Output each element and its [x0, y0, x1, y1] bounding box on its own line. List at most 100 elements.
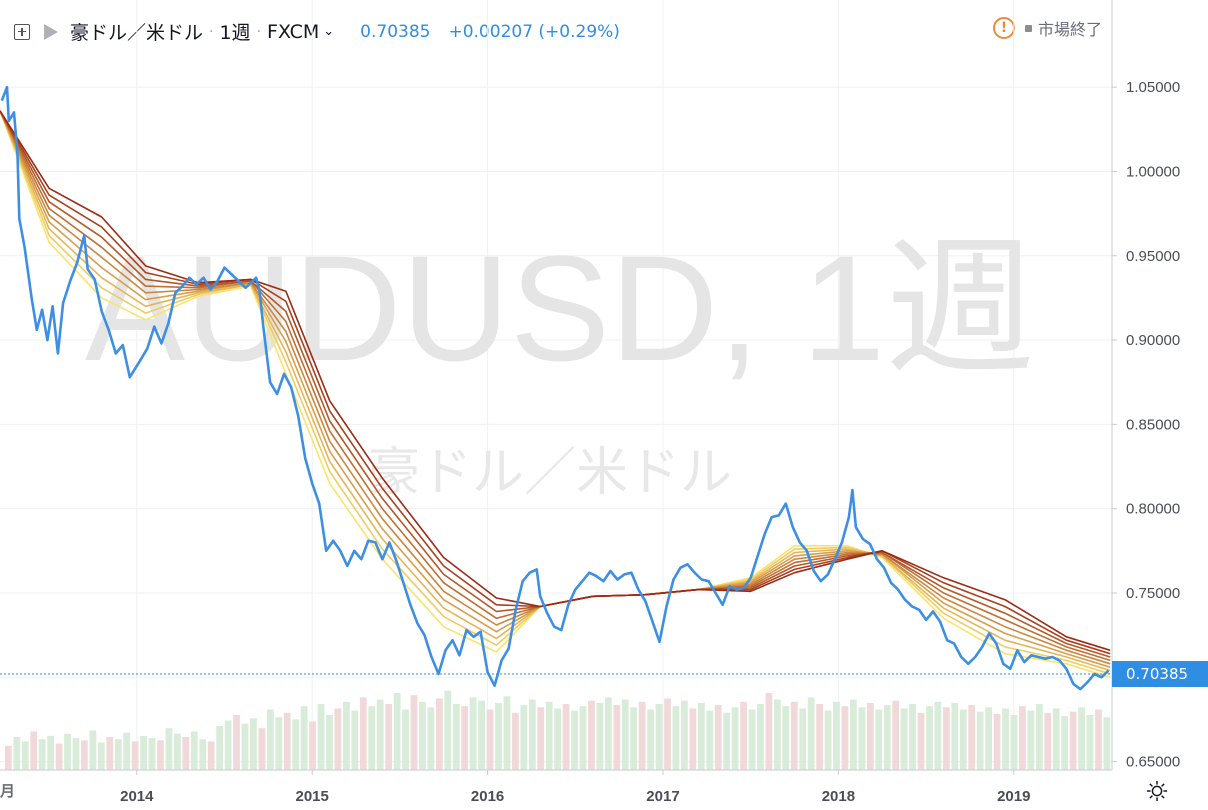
volume-bar: [427, 707, 435, 770]
volume-bar: [250, 718, 257, 770]
volume-bar: [21, 741, 29, 770]
volume-bar: [1019, 706, 1026, 770]
volume-bar: [942, 707, 950, 770]
volume-bar: [951, 702, 959, 770]
volume-bar: [368, 706, 376, 770]
chevron-down-icon[interactable]: ⌄: [323, 24, 335, 39]
gear-icon[interactable]: [1146, 780, 1168, 802]
volume-bar: [833, 701, 840, 770]
watermark-symbol: AUDUSD, 1週: [85, 224, 1035, 392]
volume-bar: [883, 705, 891, 770]
volume-bar: [1027, 710, 1035, 770]
flag-icon[interactable]: [44, 23, 58, 40]
volume-bar: [13, 737, 21, 770]
volume-bar: [554, 708, 562, 770]
market-status-label: 市場終了: [1037, 20, 1102, 39]
volume-bar: [1103, 717, 1111, 770]
volume-bar: [545, 701, 553, 770]
volume-bar: [604, 697, 612, 770]
volume-bar: [1044, 712, 1052, 770]
volume-bar: [681, 700, 688, 770]
volume-bar: [174, 733, 181, 770]
volume-bar: [199, 739, 207, 770]
volume-bar: [486, 709, 494, 770]
volume-bar: [165, 728, 173, 770]
interval-label[interactable]: 1週: [219, 22, 251, 44]
ema-line: [0, 110, 1111, 675]
volume-bar: [317, 704, 325, 770]
volume-bar: [47, 735, 55, 770]
volume-bar: [1069, 711, 1077, 770]
y-tick-label: 0.65000: [1126, 754, 1180, 771]
volume-bar: [528, 699, 536, 770]
volume-bar: [790, 701, 798, 770]
volume-bar: [444, 690, 452, 770]
volume-bar: [621, 699, 629, 770]
x-tick-label: 2014: [120, 788, 154, 805]
volume-bar: [765, 693, 773, 770]
volume-bar: [148, 738, 156, 770]
volume-bar: [292, 719, 300, 770]
volume-bar: [875, 709, 883, 770]
volume-bar: [385, 704, 393, 770]
volume-bar: [182, 737, 190, 770]
x-tick-label: 2015: [296, 788, 329, 805]
y-tick-label: 0.80000: [1126, 501, 1180, 518]
volume-bar: [579, 706, 587, 770]
volume-bar: [334, 708, 342, 770]
volume-bar: [841, 706, 849, 770]
volume-bar: [376, 699, 384, 770]
chart-header: 豪ドル／米ドル · 1週 · FXCM ⌄ 0.70385 +0.00207 (…: [14, 18, 620, 45]
y-tick-label: 0.90000: [1126, 332, 1180, 349]
volume-bar: [520, 705, 528, 770]
volume-bar: [892, 700, 900, 770]
volume-bar: [985, 707, 993, 770]
volume-bar: [824, 710, 832, 770]
volume-bar: [723, 712, 731, 770]
volume-bar: [495, 702, 502, 770]
volume-bar: [106, 737, 114, 770]
volume-bar: [1078, 707, 1085, 770]
volume-bar: [343, 701, 350, 770]
volume-bar: [773, 699, 781, 770]
volume-bar: [512, 712, 519, 770]
volume-bar: [993, 713, 1001, 770]
x-tick-label: 2017: [646, 788, 679, 805]
volume-bar: [351, 710, 359, 770]
volume-bar: [926, 706, 933, 770]
volume-bar: [647, 709, 654, 770]
ema-line: [0, 110, 1111, 652]
volume-bar: [1061, 716, 1069, 770]
volume-bar: [461, 706, 469, 770]
last-price: 0.70385: [360, 21, 431, 42]
expand-icon[interactable]: [14, 23, 30, 40]
volume-bar: [233, 715, 240, 770]
price-line: [0, 85, 1110, 691]
volume-bar: [697, 702, 705, 770]
volume-bar: [419, 701, 426, 770]
volume-bar: [613, 705, 621, 770]
volume-bar: [503, 696, 511, 770]
volume-bar: [731, 707, 739, 770]
volume-bar: [909, 704, 916, 770]
watermark-description: 豪ドル／米ドル: [368, 443, 732, 503]
volume-bar: [706, 710, 714, 770]
volume-bar: [207, 741, 215, 770]
chart-grid: [0, 0, 1112, 770]
y-tick-label: 1.00000: [1126, 163, 1180, 180]
volume-bar: [689, 708, 697, 770]
volume-bar: [452, 704, 460, 770]
volume-bar: [410, 695, 418, 770]
exchange-label[interactable]: FXCM: [267, 20, 320, 43]
volume-bar: [1010, 715, 1018, 770]
volume-bar: [866, 702, 874, 770]
volume-bar: [672, 706, 680, 770]
volume-bar: [850, 699, 857, 770]
volume-bar: [309, 721, 316, 770]
volume-bar: [89, 730, 97, 770]
volume-bar: [934, 701, 942, 770]
volume-bar: [900, 708, 908, 770]
volume-bar: [216, 726, 224, 770]
price-series: [0, 85, 1110, 691]
